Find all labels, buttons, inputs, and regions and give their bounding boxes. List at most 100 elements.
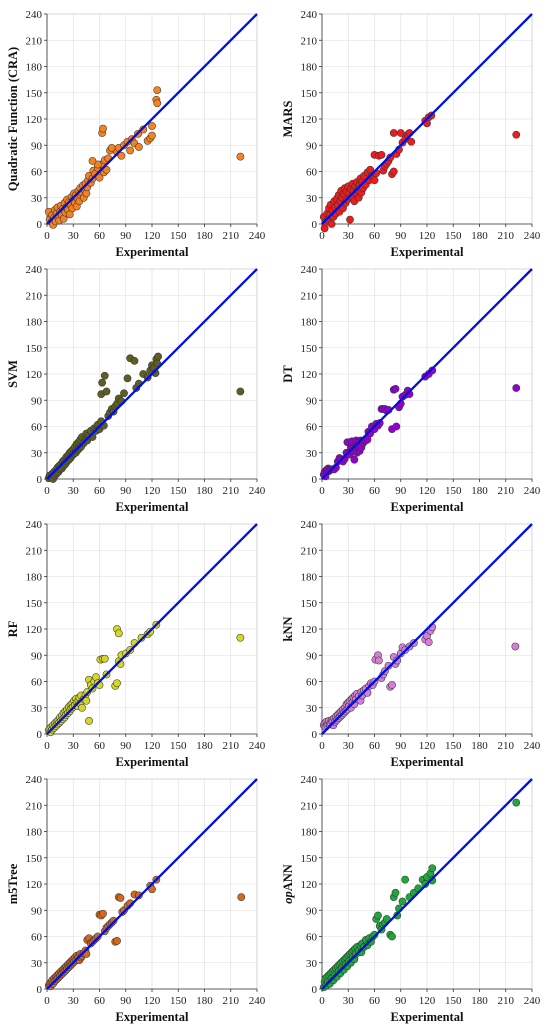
- y-tick-label: 240: [26, 519, 43, 531]
- scatter-panel-8: 00 30 30 60 60 90 90 120 120 150 150 180 180 210 210 24…: [281, 774, 541, 1024]
- data-point: [377, 150, 386, 159]
- y-tick-label: 30: [306, 703, 318, 715]
- data-point: [327, 220, 336, 228]
- y-tick-label: 90: [31, 905, 43, 917]
- data-point: [396, 129, 405, 137]
- data-point: [375, 656, 383, 665]
- y-tick-label: 60: [306, 677, 318, 689]
- x-tick-label: 30: [68, 995, 80, 1007]
- x-tick-label: 180: [471, 740, 488, 752]
- data-points: [44, 875, 246, 991]
- y-axis-title: MARS: [281, 101, 295, 138]
- x-tick-label: 210: [223, 740, 240, 752]
- x-tick-label: 0: [319, 485, 325, 497]
- x-tick-label: 180: [196, 995, 213, 1007]
- data-point: [154, 352, 162, 361]
- x-tick-label: 90: [120, 230, 132, 242]
- data-point: [98, 378, 107, 387]
- data-point: [428, 876, 437, 885]
- x-tick-label: 210: [223, 230, 240, 242]
- data-point: [382, 915, 391, 923]
- y-tick-label: 210: [301, 35, 318, 47]
- y-tick-label: 90: [306, 650, 318, 662]
- reference-line: [321, 523, 533, 735]
- data-point: [398, 897, 407, 906]
- y-tick-label: 60: [31, 677, 43, 689]
- y-tick-label: 0: [37, 984, 43, 996]
- y-tick-label: 30: [306, 958, 318, 970]
- y-tick-label: 240: [26, 774, 43, 786]
- x-tick-label: 150: [170, 230, 187, 242]
- x-tick-label: 210: [223, 995, 240, 1007]
- y-axis-title: opANN: [281, 864, 295, 904]
- data-point: [237, 893, 246, 901]
- y-tick-label: 180: [26, 62, 43, 74]
- x-axis-title: Experimental: [391, 1010, 464, 1024]
- y-tick-label: 0: [312, 219, 318, 231]
- y-tick-label: 30: [306, 448, 318, 460]
- data-point: [139, 125, 148, 134]
- data-point: [130, 357, 139, 365]
- x-tick-label: 90: [395, 995, 407, 1007]
- reference-line: [46, 268, 258, 480]
- y-tick-label: 120: [26, 624, 43, 636]
- y-tick-label: 120: [301, 369, 318, 381]
- data-points: [319, 366, 521, 481]
- y-tick-label: 210: [26, 545, 43, 557]
- data-point: [386, 153, 395, 162]
- x-tick-label: 210: [498, 230, 515, 242]
- data-point: [113, 679, 121, 688]
- data-point: [424, 638, 433, 646]
- data-point: [389, 129, 398, 137]
- x-tick-label: 120: [144, 485, 161, 497]
- data-point: [153, 99, 162, 108]
- data-point: [407, 137, 416, 146]
- y-tick-label: 210: [26, 800, 43, 812]
- y-tick-label: 120: [26, 369, 43, 381]
- y-tick-label: 90: [306, 395, 318, 407]
- y-tick-label: 180: [26, 827, 43, 839]
- x-tick-label: 150: [445, 995, 462, 1007]
- x-tick-label: 150: [170, 485, 187, 497]
- y-tick-label: 150: [301, 598, 318, 610]
- x-axis-title: Experimental: [391, 500, 464, 514]
- data-point: [512, 130, 521, 139]
- x-tick-label: 240: [249, 485, 266, 497]
- y-axis-title: m5Tree: [6, 863, 20, 904]
- y-tick-label: 30: [31, 448, 43, 460]
- data-point: [93, 932, 102, 941]
- x-tick-label: 90: [395, 740, 407, 752]
- data-points: [44, 352, 245, 483]
- x-tick-label: 150: [170, 740, 187, 752]
- x-tick-label: 120: [144, 230, 161, 242]
- data-points: [319, 111, 521, 233]
- x-tick-label: 60: [94, 485, 106, 497]
- y-tick-label: 180: [301, 62, 318, 74]
- x-tick-label: 60: [94, 995, 106, 1007]
- x-tick-label: 120: [419, 485, 436, 497]
- y-tick-label: 120: [301, 879, 318, 891]
- x-tick-label: 150: [170, 995, 187, 1007]
- data-point: [100, 654, 109, 663]
- y-tick-label: 30: [31, 193, 43, 205]
- x-tick-label: 180: [196, 740, 213, 752]
- x-axis-title: Experimental: [116, 1010, 189, 1024]
- data-point: [350, 455, 359, 464]
- x-tick-label: 0: [44, 740, 50, 752]
- x-tick-label: 30: [343, 230, 355, 242]
- reference-line: [321, 778, 533, 990]
- data-point: [428, 366, 437, 375]
- data-point: [120, 389, 128, 398]
- y-tick-label: 150: [26, 88, 43, 100]
- data-point: [148, 131, 156, 140]
- x-tick-label: 30: [343, 995, 355, 1007]
- y-tick-label: 240: [301, 774, 318, 786]
- x-tick-label: 120: [419, 740, 436, 752]
- y-tick-label: 150: [301, 343, 318, 355]
- scatter-panel-2: 00 30 30 60 60 90 90 120 120 150 150 180 180 210 210 24…: [281, 9, 541, 259]
- y-tick-label: 60: [306, 167, 318, 179]
- x-tick-label: 180: [471, 485, 488, 497]
- y-tick-label: 150: [301, 88, 318, 100]
- data-point: [88, 157, 97, 165]
- x-tick-label: 0: [319, 230, 325, 242]
